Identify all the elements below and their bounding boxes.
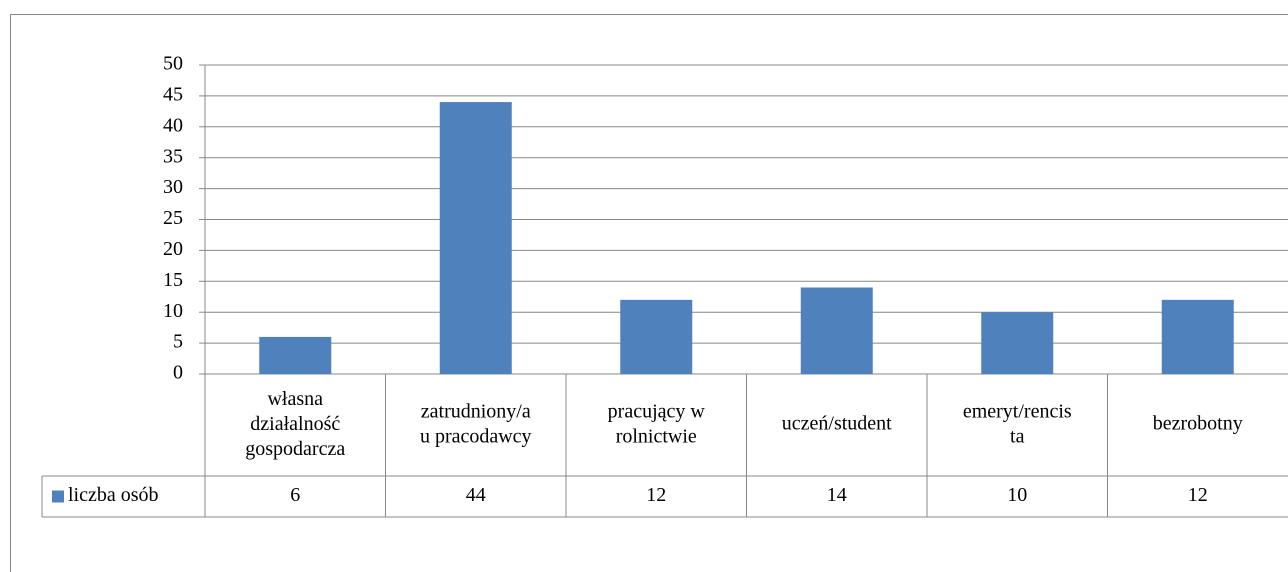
x-tick-label: uczeń/student [782,413,892,435]
table-value: 6 [290,484,300,506]
bar [439,102,512,374]
bar [981,312,1054,374]
table-value: 10 [1007,484,1027,506]
y-tick-label: 25 [163,207,183,229]
legend-swatch [52,490,64,503]
legend-label: liczba osób [68,484,159,506]
x-tick-label: pracujący w rolnictwie [608,400,706,447]
x-tick-label: emeryt/rencis ta [963,400,1072,447]
table-value: 14 [827,484,847,506]
y-tick-label: 50 [163,53,183,75]
y-tick-label: 30 [163,176,183,198]
y-tick-label: 0 [173,362,183,384]
chart-frame [10,14,1288,572]
y-tick-label: 35 [163,145,183,167]
table-value: 44 [466,484,486,506]
y-tick-label: 15 [163,269,183,291]
y-tick-label: 45 [163,83,183,105]
table-value: 12 [1188,484,1208,506]
y-tick-label: 40 [163,114,183,136]
y-tick-label: 20 [163,238,183,260]
bar [259,336,332,374]
y-tick-label: 10 [163,300,183,322]
y-tick-label: 5 [173,331,183,353]
table-value: 12 [646,484,666,506]
bar [800,287,873,374]
x-tick-label: własna działalność gospodarcza [245,388,345,460]
x-tick-label: bezrobotny [1153,413,1243,435]
x-tick-label: zatrudniony/a u pracodawcy [420,400,532,447]
bar [1161,299,1234,374]
bar [620,299,693,374]
